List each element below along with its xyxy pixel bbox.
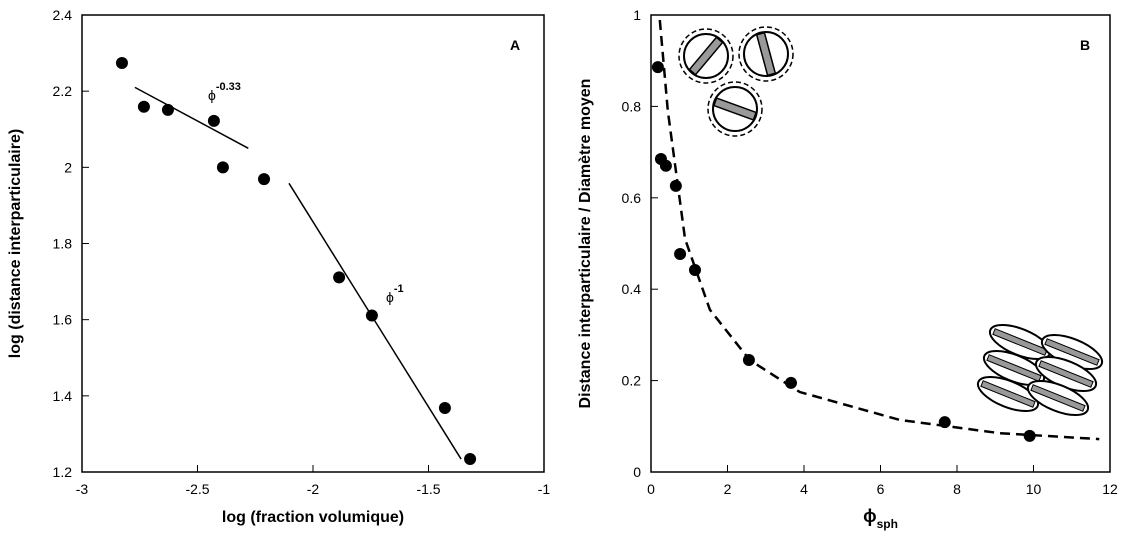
data-point	[1023, 429, 1036, 442]
fit-line	[134, 86, 249, 149]
y-tick-label: 2.4	[53, 7, 73, 23]
x-tick-label: 2	[724, 481, 732, 497]
y-axis-label: log (distance interparticulaire)	[7, 129, 24, 358]
data-point	[258, 173, 271, 186]
y-tick-label: 2	[64, 159, 72, 175]
y-tick-label: 0.6	[622, 190, 642, 206]
x-tick-label: 10	[1026, 481, 1042, 497]
data-point	[333, 271, 346, 284]
y-tick-label: 2.2	[53, 83, 73, 99]
x-axis-label: ϕsph	[863, 506, 898, 531]
data-point	[216, 161, 229, 174]
x-tick-label: -1.5	[416, 481, 440, 497]
annotation: ϕ-1	[386, 283, 404, 305]
x-tick-label: 8	[953, 481, 961, 497]
x-tick-label: -2.5	[185, 481, 209, 497]
x-tick-label: -3	[76, 481, 89, 497]
y-tick-label: 0.8	[622, 98, 642, 114]
data-point	[365, 309, 378, 322]
sphere-icons	[678, 26, 794, 137]
data-point	[161, 103, 174, 116]
annotation-symbol: ϕ	[386, 289, 394, 305]
x-tick-label: 0	[647, 481, 655, 497]
y-tick-label: 1.8	[53, 236, 73, 252]
data-point	[669, 179, 682, 192]
y-axis-label: Distance interparticulaire / Diamètre mo…	[577, 79, 594, 409]
x-axis-label-sub: sph	[877, 517, 898, 531]
ellipse-icons	[976, 324, 1104, 416]
y-tick-label: 1.2	[53, 464, 73, 480]
x-tick-label: -1	[538, 481, 551, 497]
y-tick-label: 0.4	[622, 281, 642, 297]
data-point	[659, 159, 672, 172]
annotation: ϕ-0.33	[208, 81, 241, 103]
data-point	[742, 354, 755, 367]
data-point	[688, 264, 701, 277]
plot-frame	[81, 14, 545, 473]
annotation-exponent: -0.33	[216, 81, 241, 93]
x-tick-label: -2	[307, 481, 320, 497]
data-point	[938, 416, 951, 429]
x-tick-label: 6	[877, 481, 885, 497]
data-point	[115, 56, 128, 69]
y-tick-label: 0.2	[622, 373, 642, 389]
data-point	[784, 376, 797, 389]
y-tick-label: 1.4	[53, 388, 73, 404]
data-point	[464, 453, 477, 466]
annotation-exponent: -1	[394, 283, 404, 295]
y-tick-label: 1.6	[53, 312, 73, 328]
data-point	[651, 61, 664, 74]
y-tick-label: 0	[633, 464, 641, 480]
y-tick-label: 1	[633, 7, 641, 23]
x-axis-label: log (fraction volumique)	[222, 509, 404, 526]
data-point	[137, 100, 150, 113]
data-point	[207, 114, 220, 127]
x-tick-label: 4	[800, 481, 808, 497]
data-point	[674, 248, 687, 261]
data-point	[438, 402, 451, 415]
x-axis-label-main: log (fraction volumique)	[222, 509, 404, 526]
x-tick-label: 12	[1102, 481, 1118, 497]
panel-label: B	[1080, 37, 1090, 53]
panel-label: A	[510, 37, 520, 53]
x-axis-label-main: ϕ	[863, 506, 877, 526]
fit-line	[288, 182, 462, 460]
annotation-symbol: ϕ	[208, 87, 216, 103]
